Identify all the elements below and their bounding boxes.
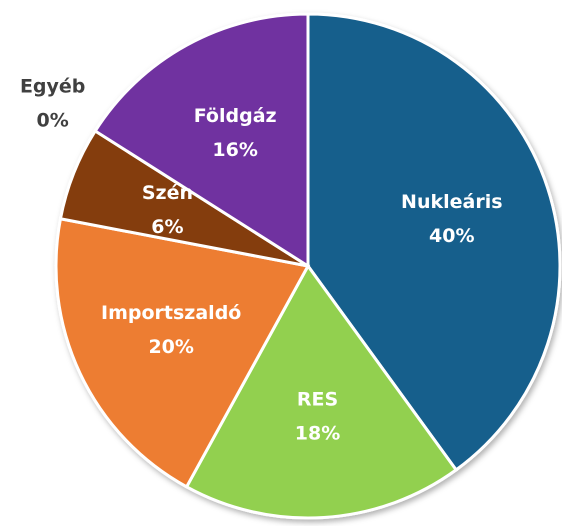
pie-slice [306, 12, 562, 472]
slice-label: Importszaldó [101, 302, 241, 324]
slice-label: Szén [142, 182, 193, 204]
slice-value-label: 16% [212, 139, 257, 161]
pie-slice [54, 217, 311, 489]
slice-value-label: 18% [295, 422, 340, 444]
slice-label: Nukleáris [401, 191, 502, 213]
slice-label: Egyéb [20, 75, 85, 97]
slice-label: RES [297, 388, 338, 410]
pie-slice [93, 12, 310, 269]
slice-value-label: 20% [148, 336, 193, 358]
slice-value-label: 40% [429, 225, 474, 247]
slice-value-label: 6% [151, 216, 183, 238]
pie-slice [184, 263, 459, 520]
pie [54, 12, 562, 520]
slice-value-label: 0% [37, 109, 69, 131]
slice-label: Földgáz [194, 105, 277, 127]
